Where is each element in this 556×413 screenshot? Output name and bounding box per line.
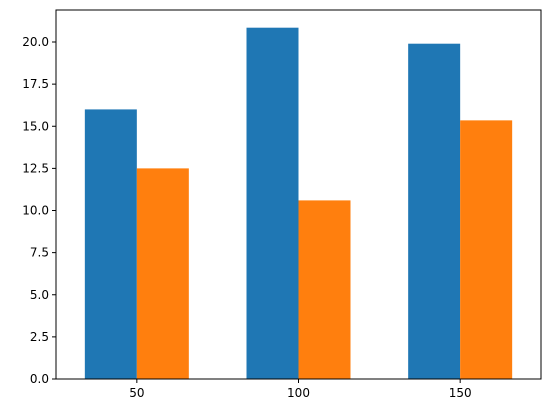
- bar-150-series-2: [460, 120, 513, 380]
- x-tick-label: 150: [449, 386, 472, 400]
- y-tick-label: 0.0: [30, 372, 49, 386]
- bar-150-series-1: [408, 43, 461, 379]
- y-tick-label: 15.0: [22, 119, 49, 133]
- bar-50-series-1: [84, 109, 137, 380]
- bars-layer: [84, 27, 513, 380]
- x-tick-label: 50: [129, 386, 144, 400]
- y-tick-label: 7.5: [30, 246, 49, 260]
- y-tick-label: 5.0: [30, 288, 49, 302]
- y-tick-label: 12.5: [22, 161, 49, 175]
- bar-100-series-1: [246, 27, 299, 380]
- y-tick-label: 20.0: [22, 35, 49, 49]
- x-tick-label: 100: [287, 386, 310, 400]
- y-tick-label: 2.5: [30, 330, 49, 344]
- bar-50-series-2: [136, 168, 189, 379]
- bar-100-series-2: [298, 200, 351, 379]
- y-tick-label: 17.5: [22, 77, 49, 91]
- y-tick-label: 10.0: [22, 204, 49, 218]
- axes-layer: 0.0 2.5 5.0 7.5 10.0 12.5 15.0 17.5 20.0 50 100 150: [22, 9, 542, 400]
